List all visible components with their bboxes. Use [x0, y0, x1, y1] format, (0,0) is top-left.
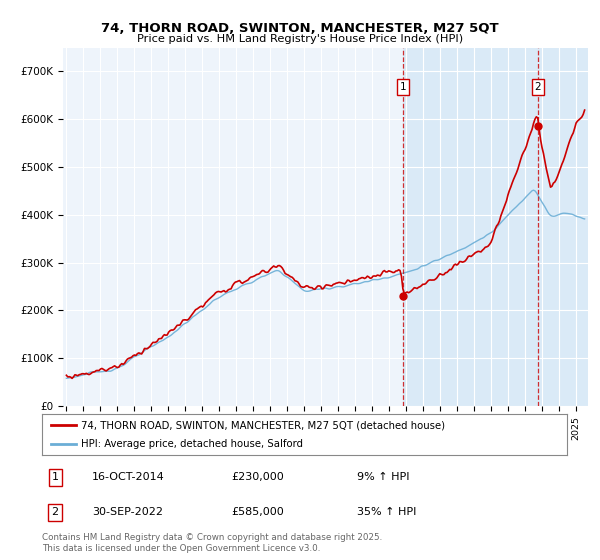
Text: 74, THORN ROAD, SWINTON, MANCHESTER, M27 5QT: 74, THORN ROAD, SWINTON, MANCHESTER, M27… — [101, 22, 499, 35]
Text: 2: 2 — [535, 82, 541, 92]
Text: 9% ↑ HPI: 9% ↑ HPI — [357, 473, 409, 482]
Text: 74, THORN ROAD, SWINTON, MANCHESTER, M27 5QT (detached house): 74, THORN ROAD, SWINTON, MANCHESTER, M27… — [82, 421, 445, 430]
Text: Price paid vs. HM Land Registry's House Price Index (HPI): Price paid vs. HM Land Registry's House … — [137, 34, 463, 44]
Text: Contains HM Land Registry data © Crown copyright and database right 2025.
This d: Contains HM Land Registry data © Crown c… — [42, 533, 382, 553]
Text: £585,000: £585,000 — [231, 507, 284, 517]
Text: £230,000: £230,000 — [231, 473, 284, 482]
Text: 35% ↑ HPI: 35% ↑ HPI — [357, 507, 416, 517]
Text: 30-SEP-2022: 30-SEP-2022 — [92, 507, 163, 517]
Text: HPI: Average price, detached house, Salford: HPI: Average price, detached house, Salf… — [82, 439, 304, 449]
Text: 1: 1 — [400, 82, 406, 92]
Text: 2: 2 — [52, 507, 59, 517]
Bar — [403, 48, 588, 406]
Text: 1: 1 — [52, 473, 59, 482]
Text: 16-OCT-2014: 16-OCT-2014 — [92, 473, 164, 482]
